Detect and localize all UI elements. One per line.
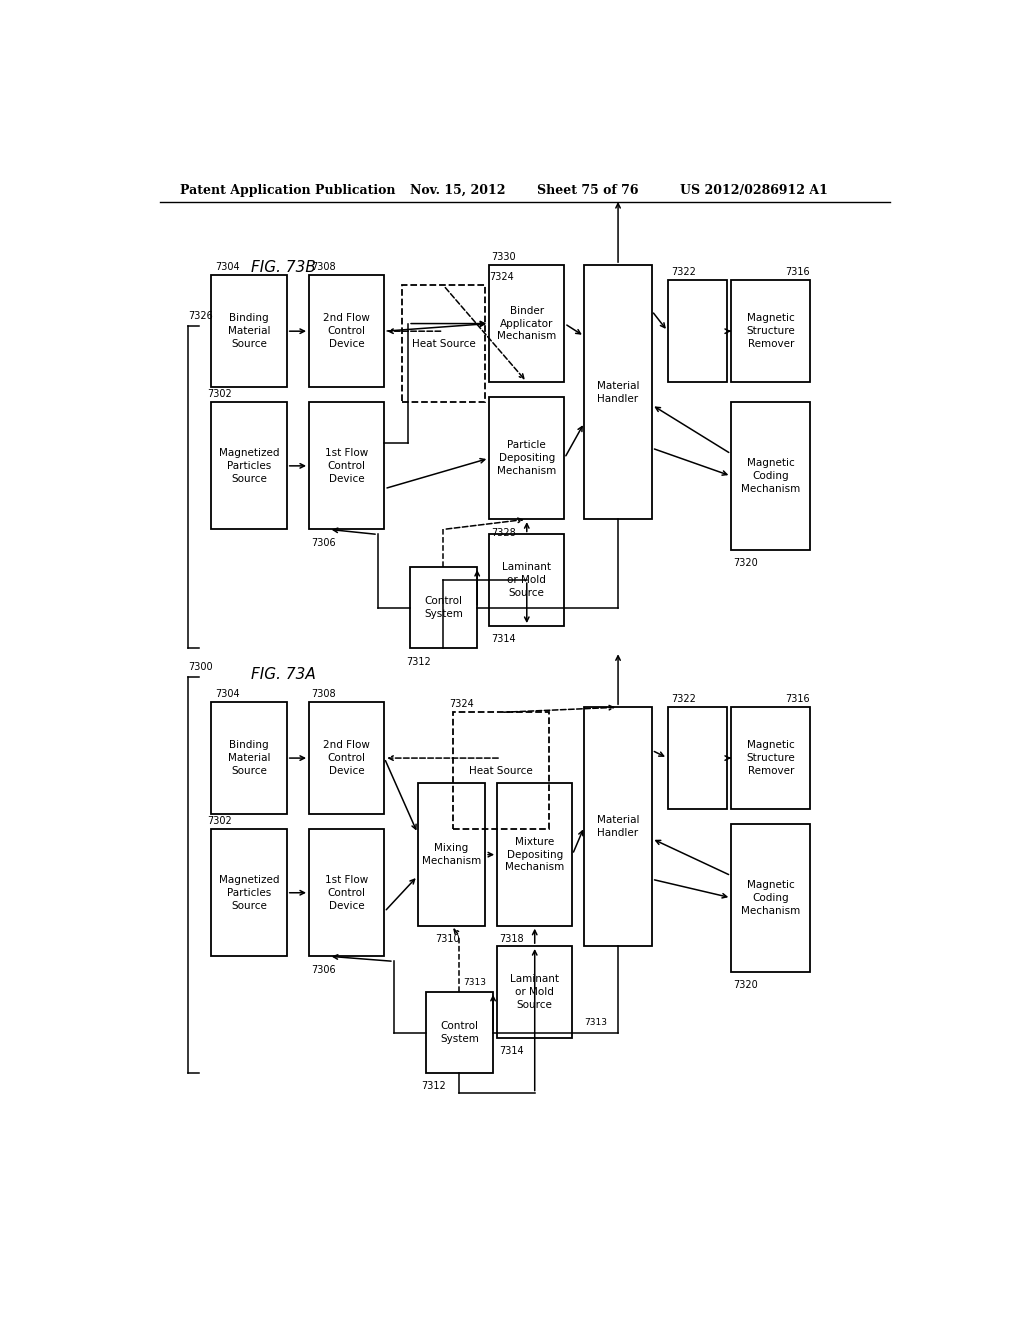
Text: 7322: 7322 xyxy=(672,268,696,277)
Polygon shape xyxy=(731,708,811,809)
Text: Binding
Material
Source: Binding Material Source xyxy=(227,313,270,348)
Polygon shape xyxy=(211,403,287,529)
Polygon shape xyxy=(309,829,384,956)
Text: 7328: 7328 xyxy=(492,528,516,537)
Polygon shape xyxy=(585,708,651,946)
Text: 7312: 7312 xyxy=(422,1081,446,1092)
Text: 7313: 7313 xyxy=(463,978,486,987)
Text: 7306: 7306 xyxy=(311,965,336,974)
Text: 7302: 7302 xyxy=(207,389,232,399)
Text: Heat Source: Heat Source xyxy=(469,766,532,776)
Text: Material
Handler: Material Handler xyxy=(597,380,639,404)
Text: Laminant
or Mold
Source: Laminant or Mold Source xyxy=(510,974,559,1010)
Text: 7330: 7330 xyxy=(492,252,516,263)
Text: 2nd Flow
Control
Device: 2nd Flow Control Device xyxy=(324,741,370,776)
Text: Control
System: Control System xyxy=(424,597,463,619)
Text: 7320: 7320 xyxy=(733,558,758,568)
Text: US 2012/0286912 A1: US 2012/0286912 A1 xyxy=(680,183,827,197)
Polygon shape xyxy=(309,702,384,814)
Polygon shape xyxy=(585,265,651,519)
Text: 7326: 7326 xyxy=(188,312,213,321)
Polygon shape xyxy=(418,784,485,925)
Text: Magnetic
Coding
Mechanism: Magnetic Coding Mechanism xyxy=(741,880,801,916)
Text: FIG. 73B: FIG. 73B xyxy=(251,260,315,275)
Text: 2nd Flow
Control
Device: 2nd Flow Control Device xyxy=(324,313,370,348)
Text: 7300: 7300 xyxy=(188,661,213,672)
Polygon shape xyxy=(489,535,564,626)
Polygon shape xyxy=(489,265,564,381)
Text: Magnetic
Structure
Remover: Magnetic Structure Remover xyxy=(746,741,796,776)
Text: Sheet 75 of 76: Sheet 75 of 76 xyxy=(537,183,638,197)
Text: Magnetized
Particles
Source: Magnetized Particles Source xyxy=(219,447,280,483)
Text: 7304: 7304 xyxy=(215,263,240,272)
Text: Magnetized
Particles
Source: Magnetized Particles Source xyxy=(219,875,280,911)
Text: 7302: 7302 xyxy=(207,816,232,826)
Polygon shape xyxy=(497,946,572,1038)
Text: Binding
Material
Source: Binding Material Source xyxy=(227,741,270,776)
Text: 1st Flow
Control
Device: 1st Flow Control Device xyxy=(325,875,369,911)
Text: 7316: 7316 xyxy=(785,694,810,704)
Text: Control
System: Control System xyxy=(440,1022,479,1044)
Polygon shape xyxy=(211,829,287,956)
Text: Magnetic
Structure
Remover: Magnetic Structure Remover xyxy=(746,313,796,348)
Text: 7310: 7310 xyxy=(435,935,460,944)
Text: Nov. 15, 2012: Nov. 15, 2012 xyxy=(410,183,505,197)
Text: 7324: 7324 xyxy=(489,272,514,282)
Text: 7312: 7312 xyxy=(406,656,430,667)
Text: 7304: 7304 xyxy=(215,689,240,700)
Text: 7313: 7313 xyxy=(585,1019,607,1027)
Text: Particle
Depositing
Mechanism: Particle Depositing Mechanism xyxy=(498,441,556,477)
Text: 7324: 7324 xyxy=(450,700,474,709)
Text: 7314: 7314 xyxy=(492,634,516,644)
Text: Heat Source: Heat Source xyxy=(412,339,475,348)
Text: 7308: 7308 xyxy=(311,689,336,700)
Text: 7316: 7316 xyxy=(785,268,810,277)
Polygon shape xyxy=(309,276,384,387)
Text: 7318: 7318 xyxy=(500,935,524,944)
Text: Patent Application Publication: Patent Application Publication xyxy=(179,183,395,197)
Polygon shape xyxy=(668,708,727,809)
Polygon shape xyxy=(731,403,811,549)
Text: 1st Flow
Control
Device: 1st Flow Control Device xyxy=(325,447,369,483)
Text: Binder
Applicator
Mechanism: Binder Applicator Mechanism xyxy=(498,306,556,342)
Polygon shape xyxy=(410,568,477,648)
Text: 7320: 7320 xyxy=(733,979,758,990)
Text: 7308: 7308 xyxy=(311,263,336,272)
Text: Magnetic
Coding
Mechanism: Magnetic Coding Mechanism xyxy=(741,458,801,494)
Text: Mixture
Depositing
Mechanism: Mixture Depositing Mechanism xyxy=(505,837,564,873)
Text: 7314: 7314 xyxy=(500,1045,524,1056)
Text: Mixing
Mechanism: Mixing Mechanism xyxy=(422,843,481,866)
Text: 7322: 7322 xyxy=(672,694,696,704)
Polygon shape xyxy=(426,991,494,1073)
Polygon shape xyxy=(497,784,572,925)
Polygon shape xyxy=(489,397,564,519)
Text: Material
Handler: Material Handler xyxy=(597,816,639,838)
Polygon shape xyxy=(211,276,287,387)
Polygon shape xyxy=(668,280,727,381)
Polygon shape xyxy=(731,824,811,972)
Text: Laminant
or Mold
Source: Laminant or Mold Source xyxy=(503,562,551,598)
Polygon shape xyxy=(731,280,811,381)
Text: FIG. 73A: FIG. 73A xyxy=(251,667,315,681)
Polygon shape xyxy=(309,403,384,529)
Text: 7306: 7306 xyxy=(311,537,336,548)
Polygon shape xyxy=(211,702,287,814)
